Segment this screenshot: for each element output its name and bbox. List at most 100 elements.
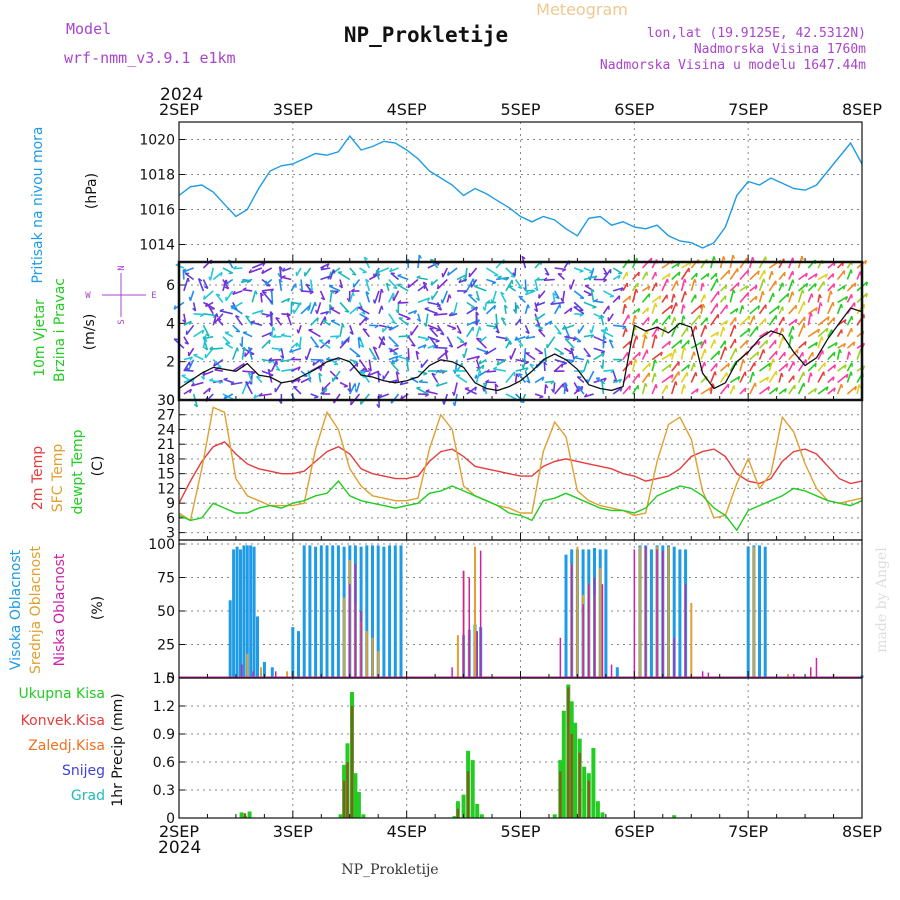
wind-arrow-head	[762, 290, 765, 296]
wind-arrow	[594, 300, 604, 304]
wind-arrow-head	[297, 343, 301, 348]
wind-arrow	[514, 267, 517, 277]
wind-arrow	[209, 267, 214, 281]
wind-arrow	[729, 385, 735, 395]
wind-arrow	[261, 331, 273, 338]
wind-arrow	[300, 279, 304, 292]
wind-arrow-head	[260, 292, 264, 297]
wind-arrow	[337, 271, 351, 281]
wind-arrow	[534, 376, 545, 384]
wind-arrow-head	[675, 381, 678, 386]
wind-arrow-head	[629, 385, 631, 390]
wind-arrow-head	[258, 392, 263, 397]
wind-arrow-head	[386, 282, 391, 287]
wind-arrow-head	[722, 256, 726, 261]
high-cloud-bar	[604, 549, 608, 678]
wind-arrow	[554, 324, 562, 335]
wind-arrow-head	[216, 313, 219, 318]
wind-arrow-head	[475, 311, 480, 316]
wind-arrow	[690, 362, 695, 372]
wind-arrow	[202, 370, 214, 377]
wind-arrow-head	[430, 281, 433, 286]
wind-arrow	[739, 315, 751, 326]
dewpt-label: dewpt Temp	[70, 429, 86, 514]
wind-arrow-head	[737, 282, 740, 287]
wind-arrow-head	[845, 296, 849, 301]
wind-arrow-head	[848, 351, 852, 356]
wind-arrow-head	[380, 288, 384, 293]
wind-arrow	[270, 290, 274, 305]
wind-arrow	[768, 387, 778, 395]
wind-arrow-head	[275, 316, 280, 320]
wind-arrow	[205, 301, 214, 308]
wind-arrow-head	[589, 329, 593, 334]
high-cloud-label: Visoka Oblacnost	[8, 549, 24, 670]
wind-arrow	[497, 276, 507, 281]
wind-arrow	[710, 290, 720, 303]
wind-arrow	[797, 371, 805, 383]
wind-arrow	[680, 384, 685, 395]
wind-arrow	[251, 309, 264, 315]
wind-arrow-head	[318, 372, 323, 377]
wind-arrow-head	[746, 340, 749, 345]
wind-arrow	[817, 386, 829, 395]
wind-arrow-head	[580, 370, 585, 374]
wind-arrow	[183, 336, 190, 345]
wind-arrow	[233, 267, 243, 270]
low-cloud-bar	[479, 550, 482, 678]
wind-arrow	[561, 290, 566, 302]
high-cloud-bar	[672, 546, 676, 678]
wind-arrow-head	[766, 340, 769, 345]
wind-arrow-head	[620, 287, 624, 292]
wind-arrow-head	[618, 378, 623, 384]
wind-arrow-head	[618, 295, 621, 300]
wind-arrow-head	[767, 386, 771, 391]
wind-arrow	[797, 289, 804, 303]
mid-cloud-bar	[639, 546, 641, 678]
wind-arrow	[251, 262, 266, 269]
wind-arrow	[700, 303, 704, 314]
wind-arrow	[768, 358, 774, 372]
wind-arrow	[552, 382, 556, 393]
high-cloud-bar	[302, 545, 306, 678]
wind-arrow-head	[518, 373, 523, 376]
wind-arrow	[768, 370, 778, 383]
wind-arrow-head	[538, 327, 543, 330]
y-tick-label: 0.3	[153, 783, 175, 799]
wind-arrow-head	[481, 364, 485, 370]
wind-arrow	[388, 336, 399, 347]
wind-arrow	[281, 368, 296, 372]
high-cloud-bar	[249, 545, 253, 678]
wind-arrow-head	[781, 327, 785, 332]
wind-arrow	[759, 386, 770, 395]
wind-arrow	[388, 313, 396, 324]
wind-arrow	[573, 356, 585, 361]
wind-arrow	[419, 381, 428, 384]
wind-arrow-head	[858, 384, 862, 389]
wind-arrow-head	[365, 291, 370, 295]
wind-arrow-head	[464, 274, 468, 279]
wind-arrow	[700, 294, 706, 303]
wind-arrow-head	[844, 364, 847, 369]
high-cloud-bar	[297, 631, 300, 678]
wind-arrow	[817, 336, 823, 349]
wind-arrow	[817, 294, 821, 303]
wind-arrow-head	[232, 290, 236, 295]
wind-arrow-head	[381, 305, 384, 310]
wind-arrow-head	[842, 285, 846, 290]
wind-arrow-head	[733, 385, 736, 390]
high-cloud-bar	[252, 546, 256, 678]
wind-arrow	[544, 320, 553, 326]
wind-arrow	[202, 338, 207, 349]
wind-arrow-head	[236, 347, 239, 352]
wind-arrow-head	[436, 284, 440, 290]
mid-cloud-bar	[667, 546, 670, 678]
wind-arrow	[583, 290, 593, 296]
high-cloud-bar	[382, 546, 386, 678]
y-tick-label: 100	[148, 537, 175, 553]
y-tick-label: 2	[166, 355, 175, 371]
wind-arrow	[437, 278, 448, 290]
wind-arrow-head	[201, 329, 205, 334]
compass-w: W	[85, 291, 91, 301]
pressure-unit: (hPa)	[84, 173, 100, 209]
